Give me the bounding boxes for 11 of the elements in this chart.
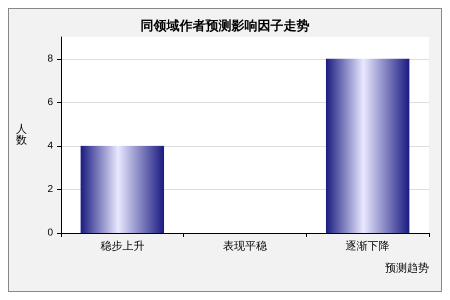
y-tick-label: 8 [47, 53, 54, 64]
x-axis-title: 预测趋势 [385, 262, 429, 274]
y-axis-title: 人数 [16, 124, 27, 146]
chart-title: 同领域作者预测影响因子走势 [140, 18, 310, 34]
y-tick-label: 2 [47, 184, 54, 195]
x-tick-label: 稳步上升 [100, 240, 144, 252]
y-tick-label: 0 [47, 228, 54, 238]
y-tick-label: 4 [47, 140, 54, 152]
x-tick-label: 表现平稳 [223, 240, 267, 252]
y-tick-label: 6 [47, 96, 54, 108]
x-tick-label: 逐渐下降 [346, 240, 390, 252]
